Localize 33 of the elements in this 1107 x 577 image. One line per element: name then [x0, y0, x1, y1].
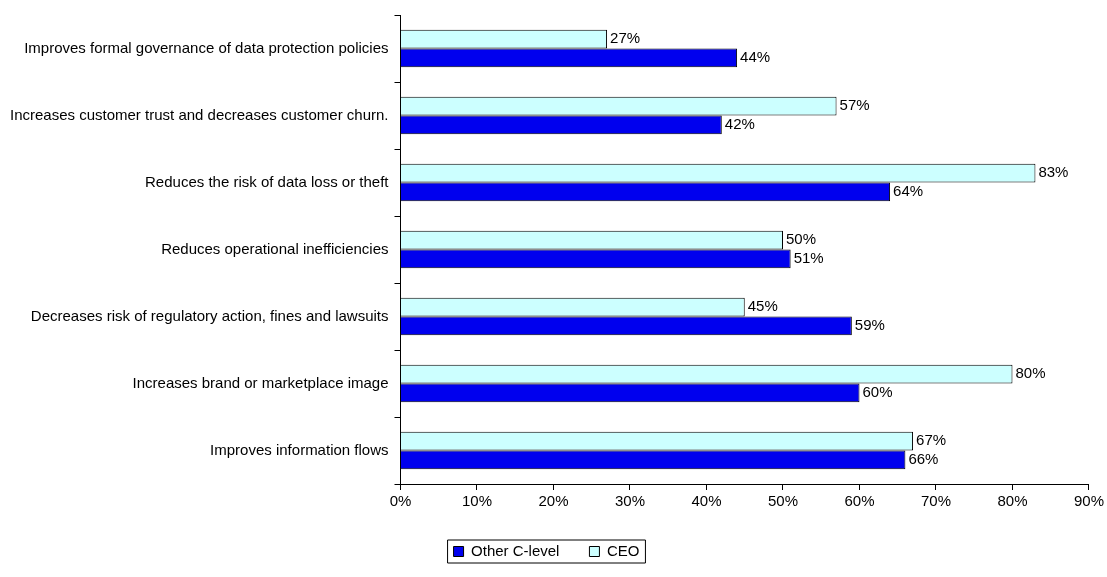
- y-tick-label: Reduces the risk of data loss or theft: [145, 172, 390, 190]
- data-label: 45%: [747, 297, 778, 315]
- x-tick-label: 60%: [844, 492, 875, 510]
- x-tick-label: 50%: [767, 492, 799, 510]
- x-tick-label: 80%: [997, 492, 1028, 510]
- x-tick-label: 90%: [1073, 492, 1104, 510]
- data-label: 83%: [1038, 163, 1069, 181]
- y-tick-label: Improves formal governance of data protection policies: [24, 38, 389, 56]
- data-label: 67%: [916, 431, 947, 449]
- x-tick-label: 10%: [461, 492, 493, 510]
- data-label: 59%: [854, 316, 885, 334]
- y-tick-label: Reduces operational inefficiencies: [161, 239, 389, 257]
- x-tick-label: 0%: [389, 492, 412, 510]
- data-label: 60%: [862, 383, 893, 401]
- data-label: 51%: [793, 249, 824, 267]
- x-tick-label: 70%: [920, 492, 952, 510]
- x-tick-label: 20%: [538, 492, 569, 510]
- y-tick-label: Increases brand or marketplace image: [132, 373, 389, 391]
- data-label: 66%: [908, 450, 939, 468]
- data-label: 64%: [893, 182, 924, 200]
- data-label: 42%: [724, 115, 755, 133]
- data-label: 27%: [610, 29, 641, 47]
- y-tick-label: Increases customer trust and decreases customer churn.: [9, 105, 389, 123]
- legend-label: Other C-level: [471, 541, 560, 559]
- legend-label: CEO: [606, 541, 640, 559]
- x-tick-label: 30%: [614, 492, 646, 510]
- y-tick-label: Improves information flows: [210, 440, 389, 458]
- y-tick-label: Decreases risk of regulatory action, fines and lawsuits: [30, 306, 389, 324]
- data-label: 44%: [740, 48, 771, 66]
- data-label: 80%: [1015, 364, 1046, 382]
- x-tick-label: 40%: [691, 492, 722, 510]
- data-label: 57%: [839, 96, 870, 114]
- data-label: 50%: [785, 230, 817, 248]
